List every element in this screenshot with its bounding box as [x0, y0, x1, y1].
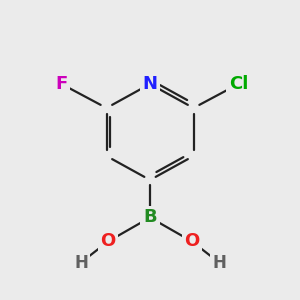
Text: O: O [184, 232, 200, 250]
Text: H: H [212, 254, 226, 272]
Text: H: H [74, 254, 88, 272]
Text: F: F [56, 75, 68, 93]
Text: O: O [100, 232, 116, 250]
Text: N: N [142, 75, 158, 93]
Text: B: B [143, 208, 157, 226]
Text: Cl: Cl [229, 75, 248, 93]
